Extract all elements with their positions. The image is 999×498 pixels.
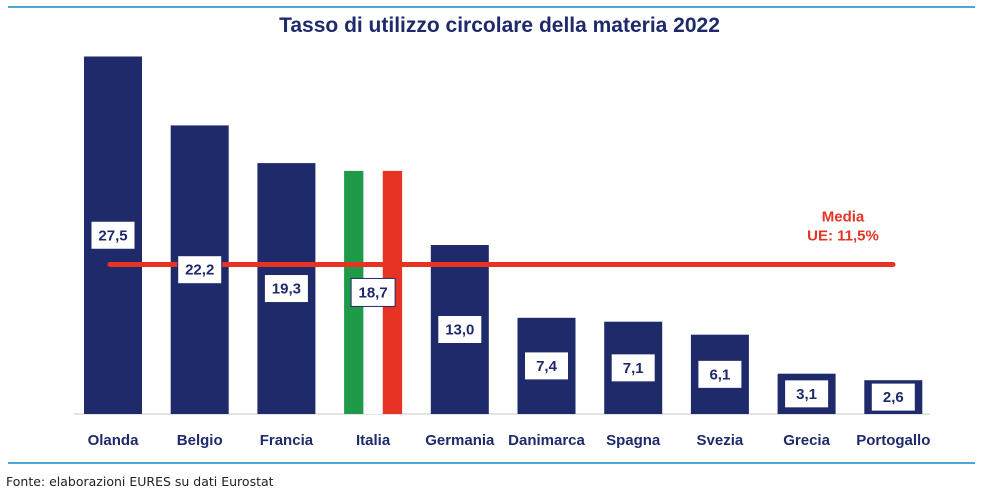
value-label-belgio: 22,2 <box>185 262 214 279</box>
value-label-francia: 19,3 <box>272 281 301 298</box>
value-box-svezia <box>697 359 743 389</box>
value-label-danimarca: 7,4 <box>536 358 558 375</box>
source-note: Fonte: elaborazioni EURES su dati Eurost… <box>6 474 274 489</box>
value-box-spagna <box>610 353 656 383</box>
category-label-svezia: Svezia <box>697 432 744 449</box>
category-label-olanda: Olanda <box>88 432 140 449</box>
value-box-portogallo <box>870 382 916 412</box>
value-box-belgio <box>177 255 223 285</box>
category-label-italia: Italia <box>356 432 391 449</box>
category-label-spagna: Spagna <box>606 432 661 449</box>
value-box-italia <box>350 277 396 307</box>
eu-average-label-line1: Media <box>822 209 865 226</box>
category-label-germania: Germania <box>425 432 495 449</box>
value-label-germania: 13,0 <box>445 322 474 339</box>
bottom-rule <box>8 462 975 464</box>
value-label-olanda: 27,5 <box>98 227 127 244</box>
value-label-italia: 18,7 <box>358 284 387 301</box>
value-box-germania <box>437 315 483 344</box>
category-label-portogallo: Portogallo <box>856 432 930 449</box>
category-label-belgio: Belgio <box>177 432 223 449</box>
value-label-portogallo: 2,6 <box>883 389 904 406</box>
value-label-svezia: 6,1 <box>709 366 730 383</box>
top-rule <box>8 6 975 8</box>
chart-title: Tasso di utilizzo circolare della materi… <box>279 14 720 37</box>
bars-layer <box>84 56 923 415</box>
labels-layer: 27,5 Olanda 22,2 Belgio 19,3 Francia 18,7 Itali… <box>88 220 930 449</box>
value-box-danimarca <box>524 351 569 381</box>
value-box-francia <box>263 274 309 304</box>
average-layer: Media UE: 11,5% <box>107 209 896 267</box>
value-label-grecia: 3,1 <box>796 386 817 403</box>
value-label-spagna: 7,1 <box>623 360 644 377</box>
category-label-francia: Francia <box>260 432 314 449</box>
value-box-grecia <box>784 379 830 409</box>
value-box-olanda <box>90 220 136 250</box>
category-label-danimarca: Danimarca <box>508 432 585 449</box>
eu-average-label-line2: UE: 11,5% <box>807 228 879 245</box>
category-label-grecia: Grecia <box>783 432 830 449</box>
